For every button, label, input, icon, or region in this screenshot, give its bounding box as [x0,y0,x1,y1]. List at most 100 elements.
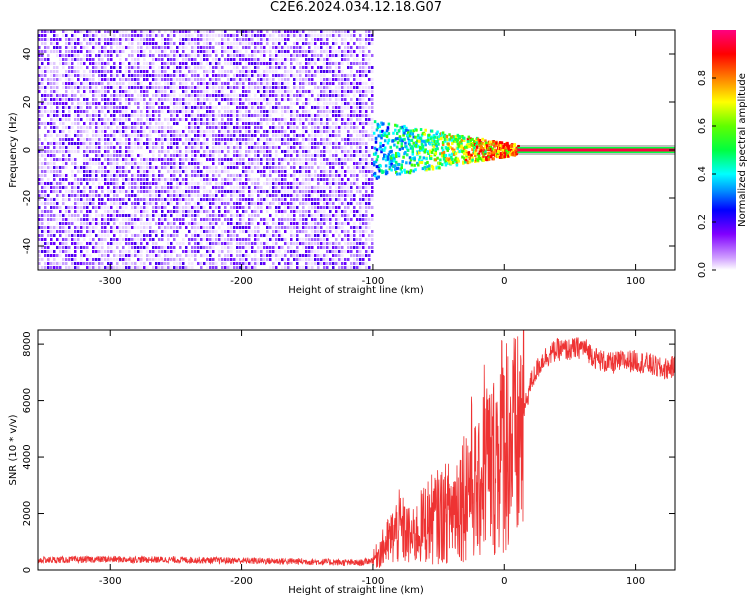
spectrogram-cell [134,102,137,105]
spectrogram-cell [104,154,107,157]
spectrogram-cell [260,194,263,197]
spectrogram-cell [209,238,212,241]
spectrogram-cell [167,110,170,113]
spectrogram-cell [143,38,146,41]
spectrogram-cell [236,54,239,57]
spectrogram-cell [206,242,209,245]
spectrogram-cell [149,222,152,225]
spectrogram-cell [170,186,173,189]
spectrogram-cell [335,182,338,185]
spectrogram-cell [167,142,170,145]
spectrogram-cell [206,142,209,145]
spectrogram-cell [89,210,92,213]
spectrogram-cell [128,154,131,157]
spectrogram-cell [209,106,212,109]
spectrogram-cell [221,46,224,49]
spectrogram-cell [254,110,257,113]
spectrogram-cell [332,38,335,41]
spectrogram-cell [44,242,47,245]
spectrogram-cell [170,258,173,261]
spectrogram-cell [245,222,248,225]
spectrogram-cell [245,122,248,125]
spectrogram-cell [161,74,164,77]
spectrogram-cell [266,238,269,241]
spectrogram-cell [125,66,128,69]
spectrogram-cell [320,238,323,241]
spectrogram-cell [74,38,77,41]
spectrogram-cell [179,150,182,153]
spectrogram-cell [329,86,332,89]
spectrogram-cell [137,178,140,181]
spectrogram-cell [242,266,245,269]
spectrogram-cell [98,242,101,245]
spectrogram-cell [326,86,329,89]
spectrogram-cell [176,110,179,113]
spectrogram-cell [230,102,233,105]
spectrogram-cell [299,86,302,89]
spectrogram-cell [215,98,218,101]
spectrogram-cell [260,86,263,89]
spectrogram-cell [254,214,257,217]
spectrogram-cell [287,86,290,89]
spectrogram-cell [254,82,257,85]
spectrogram-cell [149,114,152,117]
spectrogram-cell [323,210,326,213]
spectrogram-cell [143,198,146,201]
spectrogram-cell [275,154,278,157]
spectrogram-cell [161,106,164,109]
spectrogram-cell [71,214,74,217]
spectrogram-cell [83,86,86,89]
spectrogram-cell [38,106,41,109]
spectrogram-cell [254,114,257,117]
spectrogram-cell [110,206,113,209]
spectrogram-cell [92,226,95,229]
spectrogram-cell [239,158,242,161]
spectrogram-cell [302,226,305,229]
spectrogram-cell [221,54,224,57]
spectrogram-cell [71,74,74,77]
spectrogram-cell [215,58,218,61]
spectrogram-cell [209,62,212,65]
spectrogram-cell [44,190,47,193]
spectrogram-cell [224,130,227,133]
spectrogram-cell [224,58,227,61]
spectrogram-cell [89,242,92,245]
spectrogram-cell [92,146,95,149]
spectrogram-cell [251,198,254,201]
spectrogram-cell [272,190,275,193]
spectrogram-cell [116,74,119,77]
spectrogram-cell [95,266,98,269]
spectrogram-cell [269,214,272,217]
spectrogram-cell [251,114,254,117]
spectrogram-cell [188,126,191,129]
spectrogram-cell [176,58,179,61]
spectrogram-cell [221,142,224,145]
spectrogram-cell [143,210,146,213]
spectrogram-cell [83,162,86,165]
spectrogram-cell [311,202,314,205]
spectrogram-cell [299,30,302,33]
spectrogram-cell [218,158,221,161]
spectrogram-cell [110,262,113,265]
spectrogram-cell [269,254,272,257]
spectrogram-cell [95,130,98,133]
spectrogram-cell [161,130,164,133]
spectrogram-cell [38,38,41,41]
spectrogram-cell [74,234,77,237]
spectrogram-cell [119,86,122,89]
spectrogram-cell [278,30,281,33]
spectrogram-cell [272,126,275,129]
spectrogram-cell [311,106,314,109]
spectrogram-cell [203,90,206,93]
spectrogram-cell [263,118,266,121]
spectrogram-cell [146,218,149,221]
spectrogram-cell [50,142,53,145]
spectrogram-cell [266,250,269,253]
spectrogram-cell [281,86,284,89]
spectrogram-cell [95,70,98,73]
spectrogram-cell [329,110,332,113]
spectrogram-cell [275,206,278,209]
spectrogram-cell [47,110,50,113]
spectrogram-cell [176,70,179,73]
spectrogram-cell [197,130,200,133]
